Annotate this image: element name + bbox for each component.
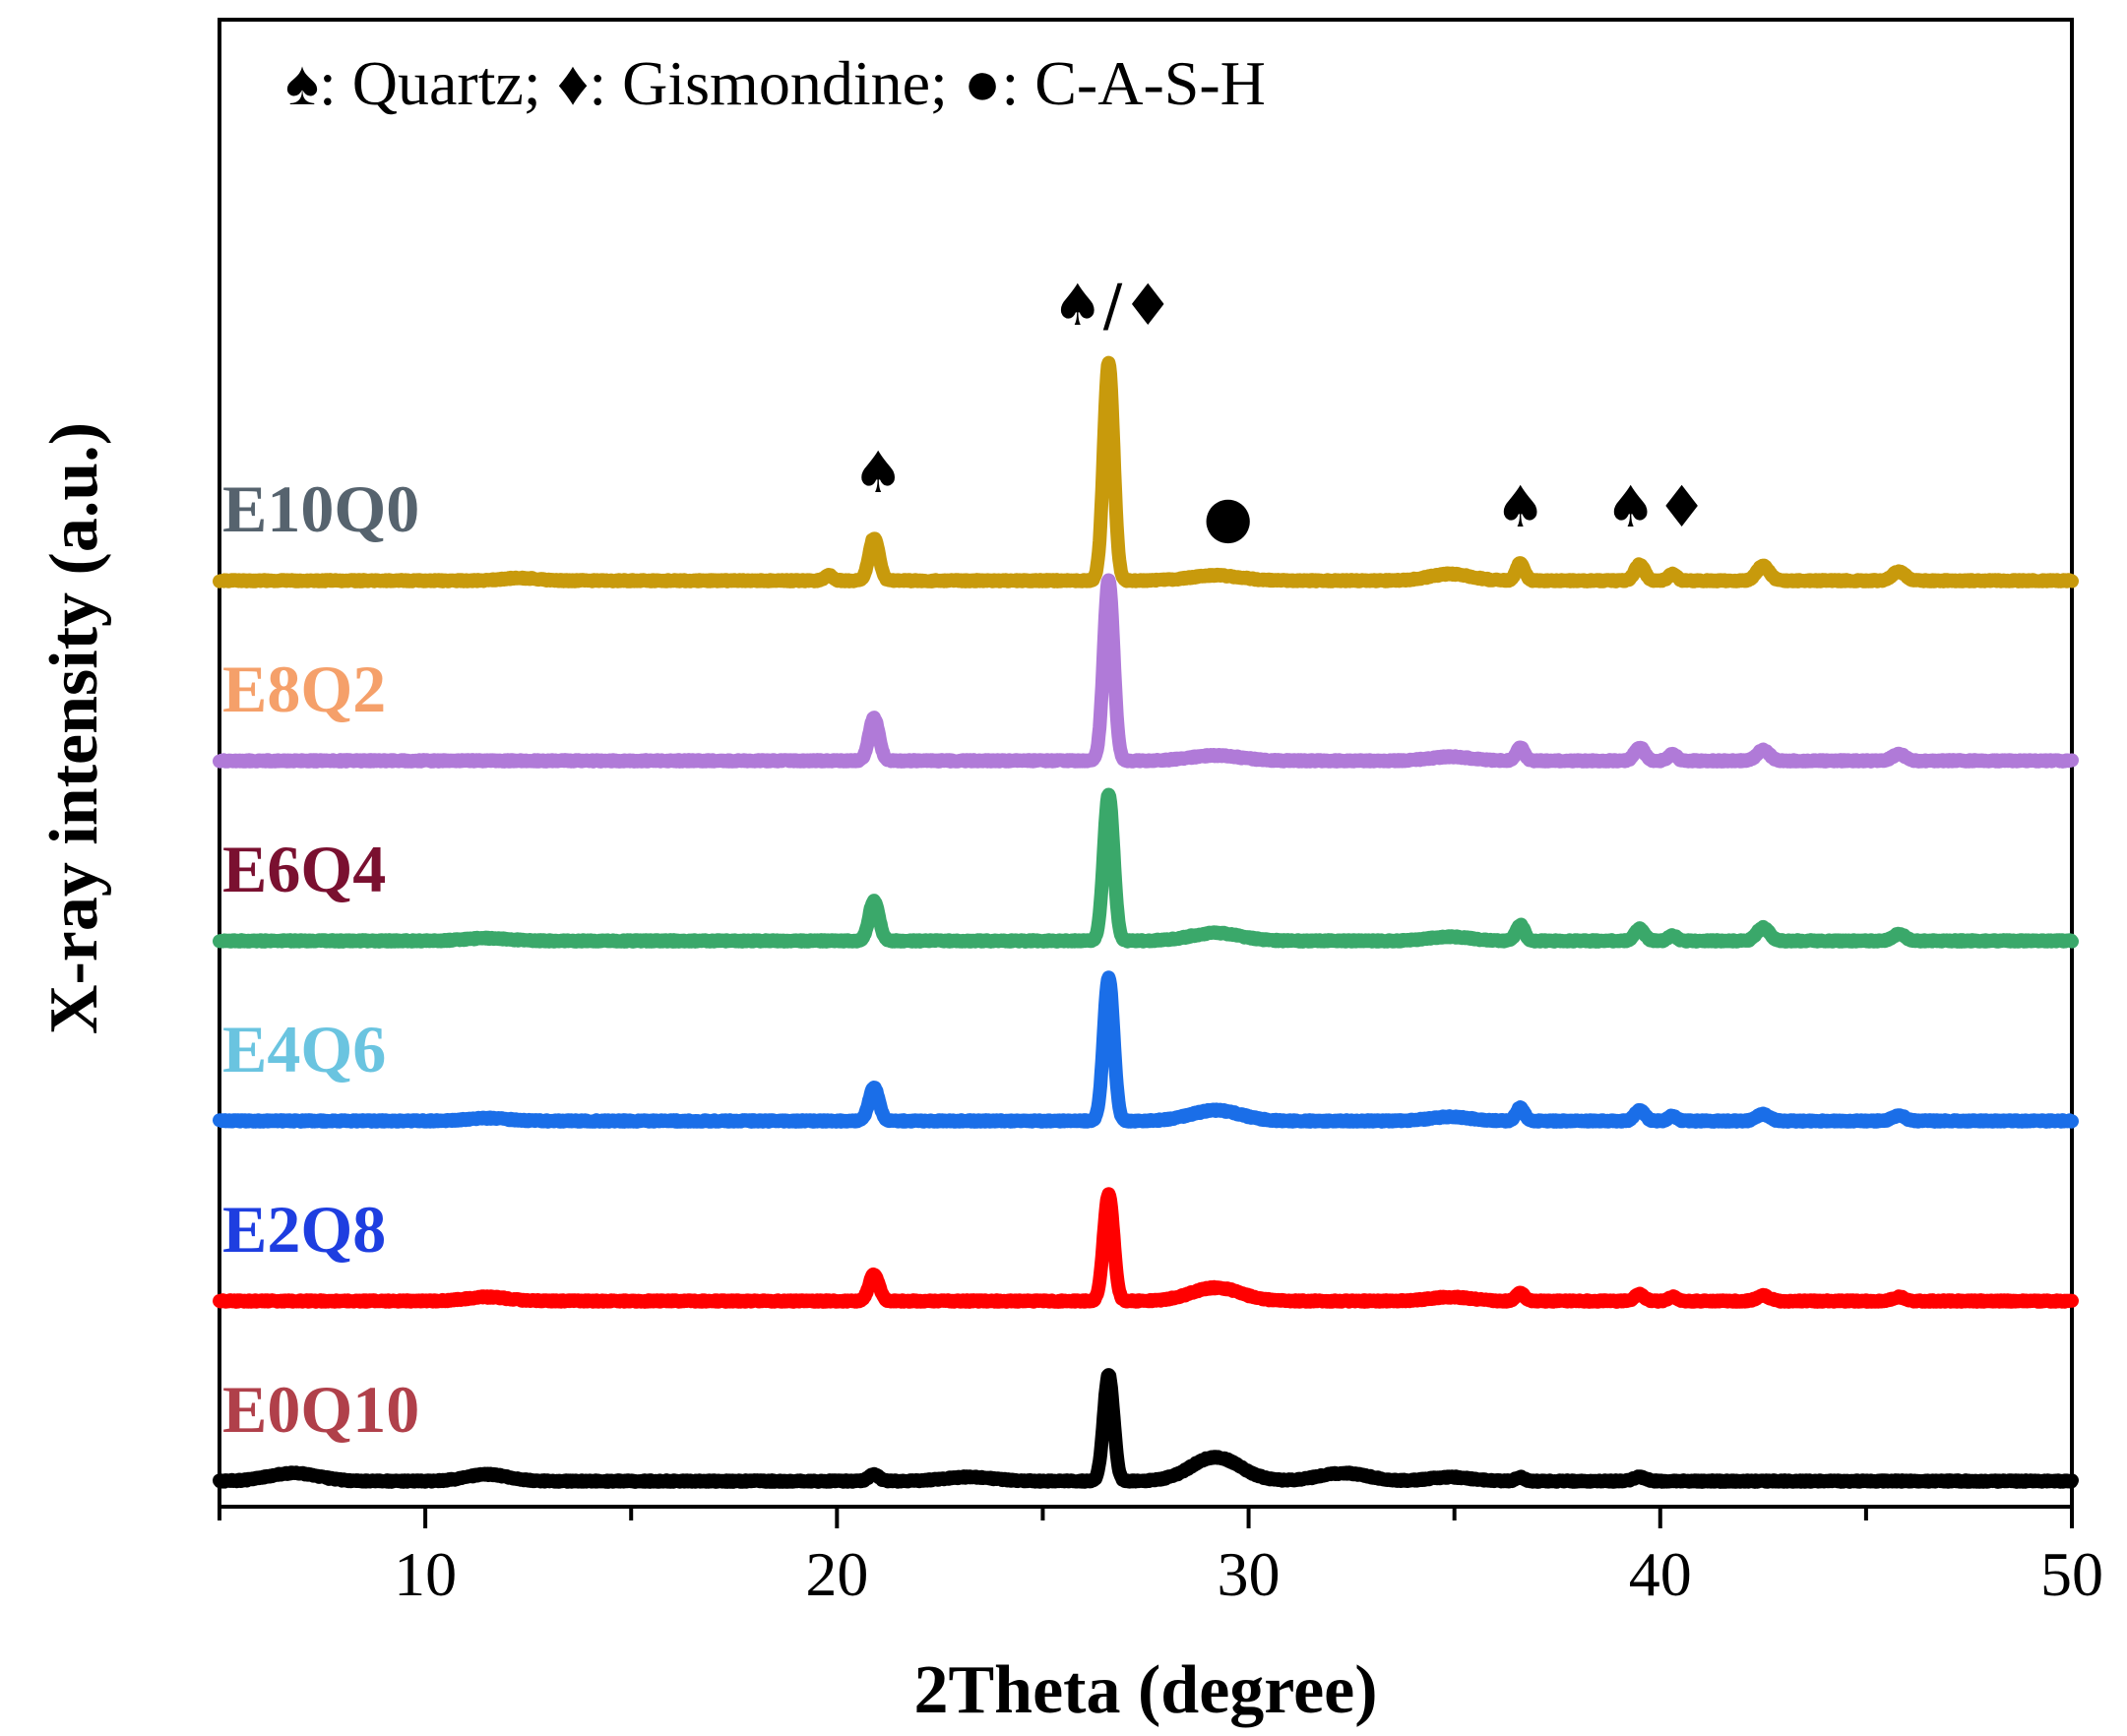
series-label-layer: E0Q10 E2Q8 E4Q6 E6Q4 E8Q2 E10Q0 [222,471,419,1447]
x-axis-title: 2Theta (degree) [913,1652,1377,1728]
series-label-E8Q2: E8Q2 [222,651,386,726]
series-label-E10Q0: E10Q0 [222,471,419,546]
series-label-E6Q4: E6Q4 [222,832,386,906]
peak-marker-layer: ♠ ♠/♦ ● ♠ ♠♦ [852,272,1707,550]
series-line-E6Q4 [213,787,2079,949]
series-line-E4Q6 [213,970,2079,1129]
series-line-E2Q8 [213,1187,2079,1309]
peak-marker: ♠ [1495,473,1546,540]
x-tick-label: 40 [1629,1539,1692,1609]
x-tick-label: 10 [394,1539,457,1609]
x-tick-label: 20 [805,1539,868,1609]
series-layer [213,355,2079,1489]
peak-marker: ♠ [852,439,904,506]
x-tick-layer: 10 20 30 40 50 [218,1507,2103,1609]
x-tick-label: 30 [1218,1539,1281,1609]
peak-marker: ♠♦ [1605,473,1708,540]
series-label-E0Q10: E0Q10 [222,1372,419,1447]
x-tick-label: 50 [2040,1539,2103,1609]
y-axis-title: X-ray intensity (a.u.) [36,422,112,1034]
series-label-E4Q6: E4Q6 [222,1012,386,1086]
legend-text: ♠: Quartz; ♦: Gismondine; ●: C-A-S-H [285,48,1266,118]
peak-marker: ♠/♦ [1052,272,1174,339]
series-line-E8Q2 [213,573,2079,769]
peak-marker: ● [1203,483,1253,550]
series-line-E10Q0 [213,355,2079,589]
series-line-E0Q10 [213,1368,2079,1489]
series-label-E2Q8: E2Q8 [222,1192,386,1267]
